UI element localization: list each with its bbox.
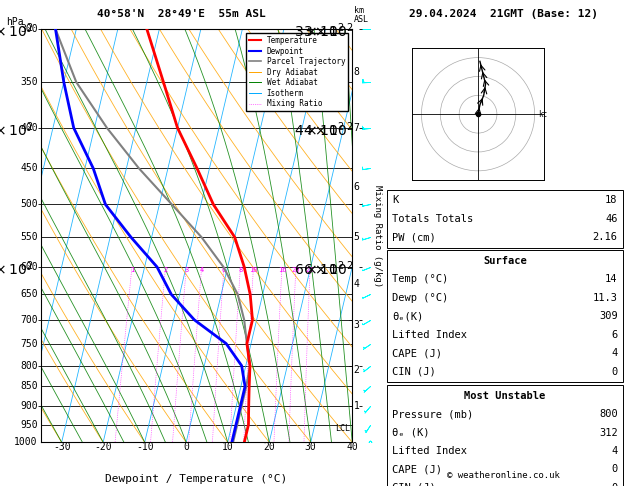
Text: 3: 3 xyxy=(353,320,359,330)
Text: 6: 6 xyxy=(353,182,359,192)
Text: 14: 14 xyxy=(605,275,618,284)
Text: 6: 6 xyxy=(611,330,618,340)
Text: 800: 800 xyxy=(599,409,618,419)
Text: θₑ(K): θₑ(K) xyxy=(392,312,423,321)
Text: 700: 700 xyxy=(20,315,38,325)
Text: 450: 450 xyxy=(20,163,38,174)
Text: 2: 2 xyxy=(353,365,359,375)
Text: 900: 900 xyxy=(20,401,38,411)
Text: CIN (J): CIN (J) xyxy=(392,367,436,377)
Text: CAPE (J): CAPE (J) xyxy=(392,465,442,474)
Text: 800: 800 xyxy=(20,361,38,371)
Text: Most Unstable: Most Unstable xyxy=(464,391,545,400)
Text: 0: 0 xyxy=(611,483,618,486)
Text: Dewp (°C): Dewp (°C) xyxy=(392,293,448,303)
Text: -10: -10 xyxy=(136,442,153,452)
Text: 25: 25 xyxy=(306,267,314,273)
Text: 10: 10 xyxy=(222,442,233,452)
Text: 309: 309 xyxy=(599,312,618,321)
Text: 1: 1 xyxy=(353,401,359,411)
Text: 600: 600 xyxy=(20,262,38,272)
Text: Lifted Index: Lifted Index xyxy=(392,330,467,340)
Text: 1000: 1000 xyxy=(14,437,38,447)
Text: Temp (°C): Temp (°C) xyxy=(392,275,448,284)
Text: 950: 950 xyxy=(20,419,38,430)
Text: 0: 0 xyxy=(183,442,189,452)
Text: K: K xyxy=(392,195,398,205)
Text: 4: 4 xyxy=(611,446,618,456)
Text: Lifted Index: Lifted Index xyxy=(392,446,467,456)
Text: PW (cm): PW (cm) xyxy=(392,232,436,242)
Text: CIN (J): CIN (J) xyxy=(392,483,436,486)
Text: -20: -20 xyxy=(94,442,112,452)
Text: 8: 8 xyxy=(238,267,243,273)
Text: 16: 16 xyxy=(277,267,286,273)
Text: 300: 300 xyxy=(20,24,38,34)
Text: 29.04.2024  21GMT (Base: 12): 29.04.2024 21GMT (Base: 12) xyxy=(409,9,598,19)
Text: 0: 0 xyxy=(611,465,618,474)
Text: 11.3: 11.3 xyxy=(593,293,618,303)
Text: 46: 46 xyxy=(605,214,618,224)
Text: 4: 4 xyxy=(353,279,359,289)
Text: 1: 1 xyxy=(130,267,134,273)
Text: hPa: hPa xyxy=(6,17,24,27)
Text: 750: 750 xyxy=(20,339,38,348)
Text: 20: 20 xyxy=(264,442,275,452)
Text: 10: 10 xyxy=(249,267,258,273)
Text: -30: -30 xyxy=(53,442,70,452)
Text: Mixing Ratio (g/kg): Mixing Ratio (g/kg) xyxy=(372,185,382,287)
Text: 2.16: 2.16 xyxy=(593,232,618,242)
Text: 4: 4 xyxy=(611,348,618,358)
Text: 550: 550 xyxy=(20,232,38,242)
Text: Surface: Surface xyxy=(483,256,526,266)
Text: 30: 30 xyxy=(305,442,316,452)
Legend: Temperature, Dewpoint, Parcel Trajectory, Dry Adiabat, Wet Adiabat, Isotherm, Mi: Temperature, Dewpoint, Parcel Trajectory… xyxy=(246,33,348,111)
Text: 8: 8 xyxy=(353,67,359,77)
Text: θₑ (K): θₑ (K) xyxy=(392,428,430,437)
Text: 350: 350 xyxy=(20,77,38,87)
Text: 850: 850 xyxy=(20,382,38,392)
Text: Dewpoint / Temperature (°C): Dewpoint / Temperature (°C) xyxy=(106,474,287,484)
Text: 400: 400 xyxy=(20,123,38,133)
Text: 2: 2 xyxy=(164,267,168,273)
Text: 18: 18 xyxy=(605,195,618,205)
Text: 650: 650 xyxy=(20,290,38,299)
Text: 40: 40 xyxy=(347,442,358,452)
Text: © weatheronline.co.uk: © weatheronline.co.uk xyxy=(447,471,560,480)
Text: 0: 0 xyxy=(611,367,618,377)
Text: 6: 6 xyxy=(222,267,226,273)
Text: 500: 500 xyxy=(20,199,38,209)
Text: 40°58'N  28°49'E  55m ASL: 40°58'N 28°49'E 55m ASL xyxy=(97,9,265,19)
Text: km
ASL: km ASL xyxy=(354,6,369,24)
Text: kt: kt xyxy=(538,110,548,119)
Text: Totals Totals: Totals Totals xyxy=(392,214,473,224)
Text: LCL: LCL xyxy=(335,424,350,433)
Text: 20: 20 xyxy=(292,267,300,273)
Text: 312: 312 xyxy=(599,428,618,437)
Text: CAPE (J): CAPE (J) xyxy=(392,348,442,358)
Text: 3: 3 xyxy=(184,267,189,273)
Text: 5: 5 xyxy=(353,232,359,242)
Text: 4: 4 xyxy=(199,267,204,273)
Text: Pressure (mb): Pressure (mb) xyxy=(392,409,473,419)
Text: 7: 7 xyxy=(353,123,359,133)
